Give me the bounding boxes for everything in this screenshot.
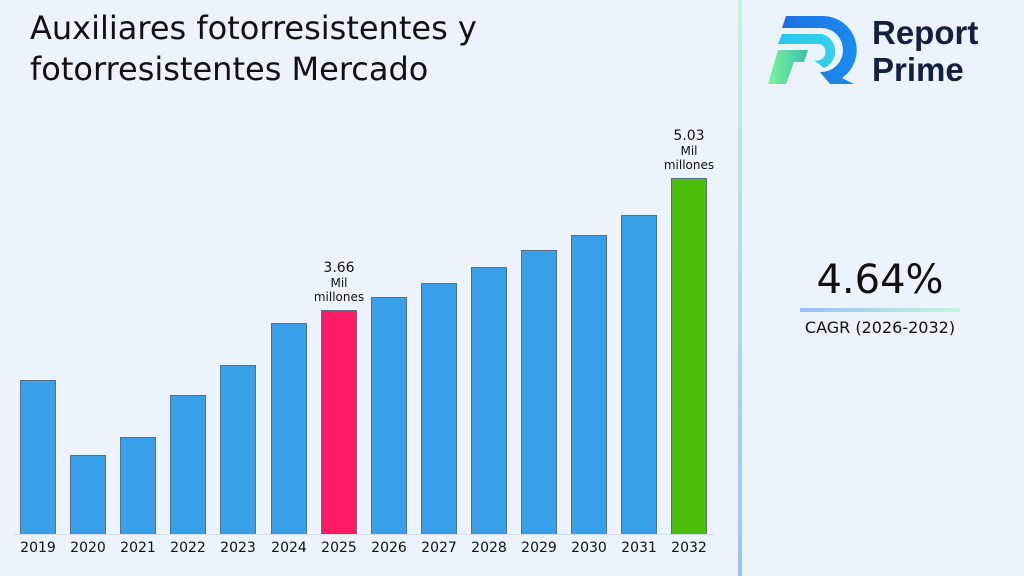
x-tick-label: 2020 (70, 540, 106, 556)
x-axis-baseline (14, 534, 714, 535)
x-tick-label: 2032 (671, 540, 707, 556)
cagr-label: CAGR (2026-2032) (804, 318, 956, 337)
chart-title: Auxiliares fotorresistentes y fotorresis… (30, 9, 477, 88)
bar-2019 (20, 380, 56, 534)
x-tick-label: 2029 (521, 540, 557, 556)
x-tick-label: 2028 (471, 540, 507, 556)
x-tick-label: 2023 (220, 540, 256, 556)
report-prime-logo-icon (768, 16, 857, 84)
value-annotation-2025: 3.66 Mil millones (313, 260, 365, 304)
bar-2028 (471, 267, 507, 534)
x-tick-label: 2022 (170, 540, 206, 556)
bar-2020 (70, 455, 106, 534)
x-tick-label: 2024 (271, 540, 307, 556)
bar-2029 (521, 250, 557, 534)
cagr-value: 4.64% (816, 257, 944, 303)
value-annotation-2032: 5.03 Mil millones (663, 128, 715, 172)
bar-2021 (120, 437, 156, 534)
bar-2031 (621, 215, 657, 534)
panel-divider (738, 0, 742, 576)
brand-line-2: Prime (872, 51, 964, 88)
x-tick-label: 2031 (621, 540, 657, 556)
x-tick-label: 2026 (371, 540, 407, 556)
x-tick-label: 2025 (321, 540, 357, 556)
brand-name: Report Prime (872, 14, 978, 88)
bar-chart: 2019 2020 2021 2022 2023 2024 2025 3.66 Mil millo… (14, 128, 715, 556)
bar-2027 (421, 283, 457, 534)
bar-2024 (271, 323, 307, 534)
bar-2032 (671, 178, 707, 534)
brand-line-1: Report (872, 14, 979, 51)
cagr-panel: 4.64% CAGR (2026-2032) (780, 254, 980, 337)
bar-2026 (371, 297, 407, 534)
bar-2023 (220, 365, 256, 534)
bar-2025 (321, 310, 357, 534)
cagr-underline (800, 308, 960, 312)
bar-2022 (170, 395, 206, 534)
x-tick-label: 2019 (20, 540, 56, 556)
x-tick-label: 2021 (120, 540, 156, 556)
bar-2030 (571, 235, 607, 534)
x-tick-label: 2027 (421, 540, 457, 556)
x-tick-label: 2030 (571, 540, 607, 556)
